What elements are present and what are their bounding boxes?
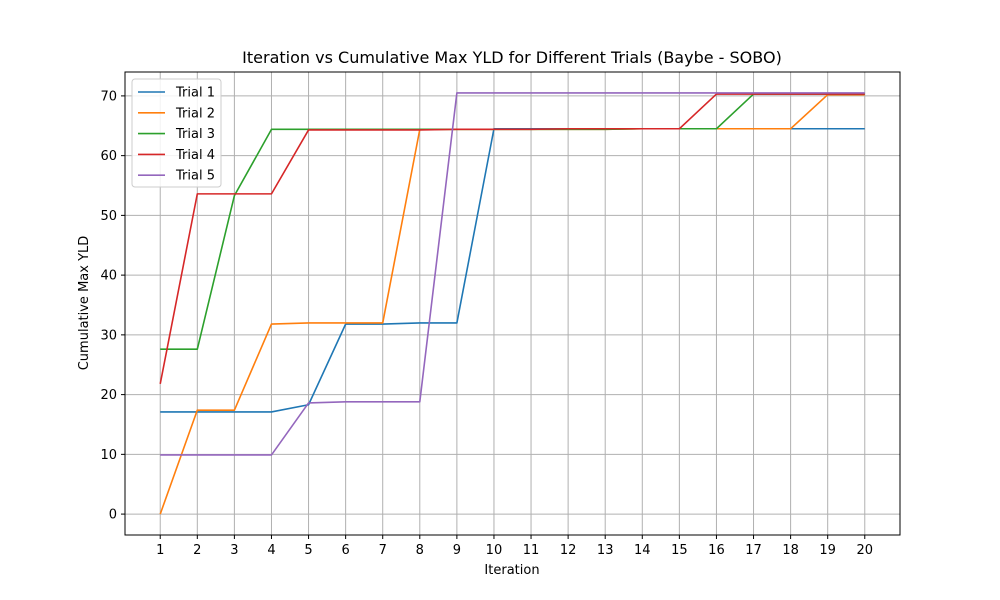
x-tick-label: 13 <box>597 543 614 558</box>
x-tick-label: 9 <box>453 543 461 558</box>
legend-label-trial-4: Trial 4 <box>175 148 215 163</box>
x-tick-label: 19 <box>819 543 836 558</box>
x-tick-label: 4 <box>267 543 275 558</box>
y-tick-label: 20 <box>100 388 117 403</box>
x-tick-label: 3 <box>230 543 238 558</box>
x-tick-label: 8 <box>416 543 424 558</box>
x-tick-label: 17 <box>745 543 762 558</box>
y-axis-ticks: 0 10 20 30 40 50 60 70 <box>100 89 125 523</box>
x-tick-label: 2 <box>193 543 201 558</box>
y-tick-label: 60 <box>100 149 117 164</box>
y-axis-label: Cumulative Max YLD <box>77 236 92 371</box>
y-tick-label: 40 <box>100 269 117 284</box>
y-tick-label: 50 <box>100 209 117 224</box>
legend: Trial 1 Trial 2 Trial 3 Trial 4 Trial 5 <box>131 78 222 188</box>
x-axis-ticks: 1 2 3 4 5 6 7 8 9 10 11 12 13 14 15 16 17 18 19 20 <box>156 535 873 558</box>
series-lines <box>159 92 865 515</box>
legend-label-trial-2: Trial 2 <box>175 106 215 121</box>
x-tick-label: 14 <box>634 543 651 558</box>
x-tick-label: 11 <box>523 543 540 558</box>
legend-box <box>131 78 222 188</box>
x-tick-label: 5 <box>304 543 312 558</box>
y-tick-label: 0 <box>109 508 117 523</box>
x-axis-label: Iteration <box>484 563 539 578</box>
legend-label-trial-5: Trial 5 <box>175 169 215 184</box>
x-tick-label: 10 <box>486 543 503 558</box>
legend-label-trial-3: Trial 3 <box>175 127 215 142</box>
x-tick-label: 6 <box>341 543 349 558</box>
x-tick-label: 15 <box>671 543 688 558</box>
chart-title: Iteration vs Cumulative Max YLD for Diff… <box>242 48 782 67</box>
legend-label-trial-1: Trial 1 <box>175 86 215 101</box>
x-tick-label: 18 <box>782 543 799 558</box>
plot-frame <box>124 71 901 536</box>
x-tick-label: 20 <box>856 543 873 558</box>
x-tick-label: 12 <box>560 543 577 558</box>
grid <box>125 72 900 535</box>
series-line-trial-4 <box>159 93 865 385</box>
series-line-trial-5 <box>160 92 865 456</box>
y-tick-label: 30 <box>100 328 117 343</box>
x-tick-label: 1 <box>156 543 164 558</box>
x-tick-label: 16 <box>708 543 725 558</box>
y-tick-label: 10 <box>100 448 117 463</box>
y-tick-label: 70 <box>100 89 117 104</box>
x-tick-label: 7 <box>379 543 387 558</box>
